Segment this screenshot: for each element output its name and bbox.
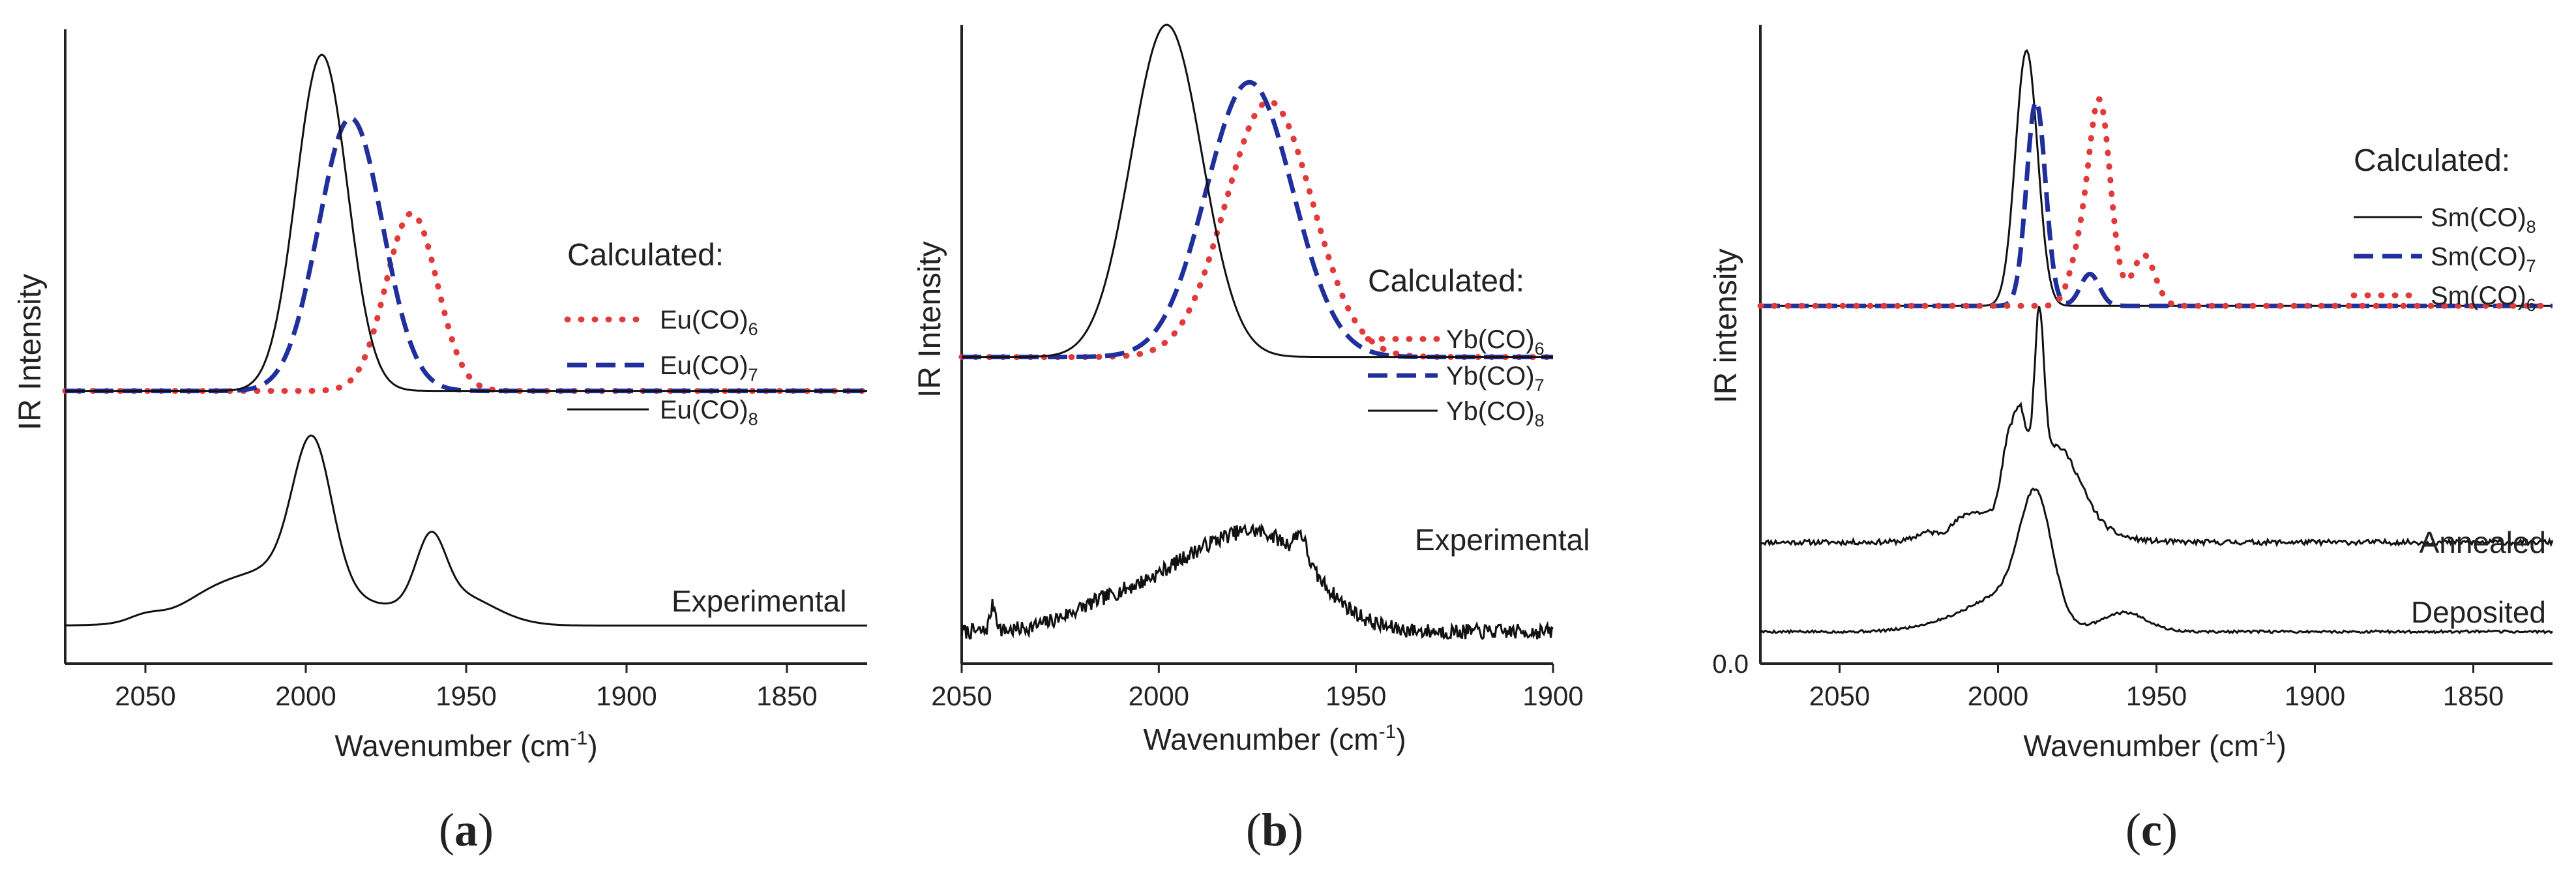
x-axis-label: Wavenumber (cm-1) xyxy=(2023,728,2286,763)
series-sm-co-7 xyxy=(1760,96,2553,308)
x-ticks xyxy=(144,664,788,673)
x-tick-label: 2050 xyxy=(115,681,175,711)
x-ticks xyxy=(1839,664,2474,673)
y-zero-label: 0.0 xyxy=(1712,650,1749,679)
y-axis-label: IR intensity xyxy=(1709,248,1743,403)
experimental-label-annealed: Annealed xyxy=(2420,525,2546,559)
series-yb-co-7 xyxy=(962,80,1553,360)
x-tick-labels: 2050 2000 1950 1900 xyxy=(931,681,1583,711)
x-tick-label: 1900 xyxy=(1522,681,1583,711)
legend-title: Calculated: xyxy=(2354,143,2510,178)
legend-label-sm-co-8: Sm(CO)8 xyxy=(2431,203,2536,237)
panel-c: 2050 2000 1950 1900 1850 0.0 IR intensit… xyxy=(1709,25,2556,856)
experimental-series-deposited xyxy=(1760,487,2553,635)
x-tick-label: 2000 xyxy=(275,681,336,711)
legend: Calculated: Eu(CO)6 Eu(CO)7 Eu(CO)8 xyxy=(564,238,758,429)
series-eu-co-7 xyxy=(65,115,867,394)
y-axis-label: IR Intensity xyxy=(913,241,947,398)
experimental-series-experimental xyxy=(960,523,1554,641)
x-tick-label: 1950 xyxy=(1325,681,1386,711)
panel-b: 2050 2000 1950 1900 IR Intensity Wavenum… xyxy=(913,23,1590,856)
y-axis-label: IR Intensity xyxy=(13,274,48,430)
experimental-label: Experimental xyxy=(1415,523,1590,557)
experimental-label-deposited: Deposited xyxy=(2411,595,2546,629)
series-group xyxy=(958,23,1556,641)
experimental-label: Experimental xyxy=(672,584,846,618)
x-tick-label: 1900 xyxy=(596,681,657,711)
x-axis-label: Wavenumber (cm-1) xyxy=(1143,721,1406,756)
series-eu-co-8 xyxy=(65,53,867,392)
experimental-series-annealed xyxy=(1760,306,2554,548)
panel-tag: (b) xyxy=(1246,804,1303,856)
legend-label-eu-co-6: Eu(CO)6 xyxy=(660,306,758,339)
x-tick-label: 2000 xyxy=(1129,681,1189,711)
x-tick-label: 2000 xyxy=(1968,681,2028,711)
x-tick-labels: 2050 2000 1950 1900 1850 xyxy=(1809,681,2504,711)
x-tick-labels: 2050 2000 1950 1900 1850 xyxy=(115,681,817,711)
legend-label-yb-co-6: Yb(CO)6 xyxy=(1446,325,1545,359)
x-tick-label: 1950 xyxy=(436,681,496,711)
legend-label-eu-co-8: Eu(CO)8 xyxy=(660,396,758,429)
panel-a: 2050 2000 1950 1900 1850 IR Intensity Wa… xyxy=(13,29,870,856)
legend-title: Calculated: xyxy=(567,238,724,272)
legend-title: Calculated: xyxy=(1368,264,1524,299)
legend-label-sm-co-6: Sm(CO)6 xyxy=(2431,282,2536,315)
series-yb-co-6 xyxy=(958,98,1556,361)
series-yb-co-8 xyxy=(962,23,1553,359)
x-tick-label: 1950 xyxy=(2126,681,2187,711)
experimental-series-experimental xyxy=(65,434,867,627)
panel-tag: (a) xyxy=(439,804,494,856)
series-sm-co-6 xyxy=(1757,95,2556,309)
x-ticks xyxy=(960,664,1554,673)
x-tick-label: 1850 xyxy=(756,681,817,711)
legend-label-sm-co-7: Sm(CO)7 xyxy=(2431,243,2536,276)
x-tick-label: 1850 xyxy=(2443,681,2504,711)
legend: Calculated: Sm(CO)8 Sm(CO)7 Sm(CO)6 xyxy=(2350,143,2536,315)
panel-tag: (c) xyxy=(2125,804,2178,856)
x-tick-label: 2050 xyxy=(931,681,992,711)
series-group xyxy=(1757,49,2556,635)
legend-label-eu-co-7: Eu(CO)7 xyxy=(660,351,758,385)
series-group xyxy=(62,53,870,627)
legend-label-yb-co-8: Yb(CO)8 xyxy=(1446,397,1545,430)
x-tick-label: 2050 xyxy=(1809,681,1870,711)
x-tick-label: 1900 xyxy=(2285,681,2345,711)
legend-label-yb-co-7: Yb(CO)7 xyxy=(1446,362,1545,395)
legend: Calculated: Yb(CO)6 Yb(CO)7 Yb(CO)8 xyxy=(1365,264,1545,430)
x-axis-label: Wavenumber (cm-1) xyxy=(334,728,597,763)
